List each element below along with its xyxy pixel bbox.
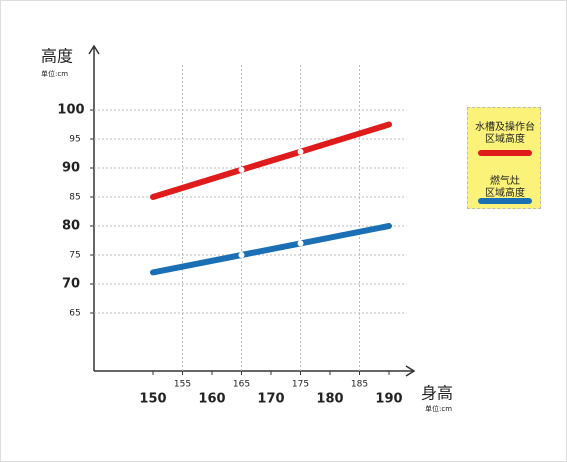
legend-label: 水槽及操作台 区域高度 (475, 122, 535, 145)
point (238, 252, 245, 258)
y-tick-label: 90 (62, 161, 80, 176)
y-axis-label: 高度 (41, 47, 73, 66)
y-tick-label: 95 (69, 135, 80, 145)
y-axis-unit: 单位:cm (41, 69, 68, 78)
point (297, 148, 304, 155)
y-tick-label: 70 (62, 277, 80, 292)
x-arrow (405, 365, 416, 377)
line (150, 223, 392, 276)
y-tick-label: 80 (62, 219, 80, 234)
point (238, 166, 245, 173)
y-tick-label: 85 (69, 193, 80, 203)
x-axis-unit: 单位:cm (425, 404, 452, 413)
x-axis-label: 身高 (421, 384, 453, 403)
y-arrow (88, 44, 100, 55)
x-tick-label: 185 (351, 380, 368, 390)
y-tick-label: 100 (57, 103, 84, 118)
x-tick-label: 180 (316, 392, 343, 407)
x-tick-label: 150 (139, 392, 166, 407)
legend: 水槽及操作台 区域高度 燃气灶 区域高度 (467, 107, 541, 209)
legend-swatch (478, 150, 532, 156)
x-tick-label: 175 (292, 380, 309, 390)
y-tick-label: 75 (69, 251, 80, 261)
legend-label: 燃气灶 区域高度 (485, 176, 525, 199)
x-tick-label: 170 (257, 392, 284, 407)
y-tick-label: 65 (69, 309, 80, 319)
legend-swatch (478, 198, 532, 204)
x-tick-label: 165 (233, 380, 250, 390)
point (297, 240, 304, 247)
line (150, 121, 392, 200)
x-tick-label: 190 (375, 392, 402, 407)
x-tick-label: 155 (174, 380, 191, 390)
x-tick-label: 160 (198, 392, 225, 407)
